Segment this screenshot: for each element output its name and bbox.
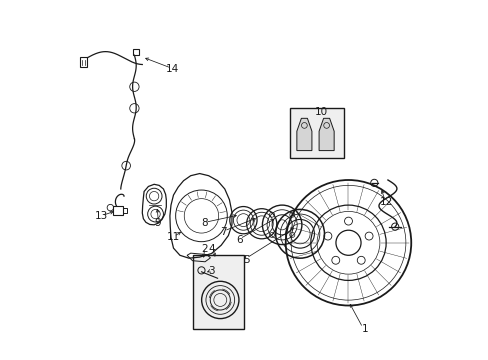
- Bar: [132, 49, 139, 55]
- Bar: [113, 206, 122, 215]
- Bar: [122, 208, 127, 213]
- Text: 5: 5: [243, 255, 249, 265]
- Text: 3: 3: [207, 266, 214, 276]
- Text: 4: 4: [208, 244, 215, 254]
- Bar: [192, 255, 244, 329]
- Text: 9: 9: [154, 218, 161, 228]
- Polygon shape: [319, 118, 333, 150]
- Text: 8: 8: [201, 218, 207, 228]
- Bar: [320, 134, 332, 149]
- Text: 10: 10: [314, 107, 327, 117]
- Polygon shape: [296, 118, 311, 150]
- Text: 13: 13: [95, 211, 108, 221]
- Text: 14: 14: [165, 64, 178, 74]
- Text: 11: 11: [166, 232, 180, 242]
- Text: 6: 6: [235, 235, 242, 245]
- Bar: [290, 108, 344, 158]
- Text: 1: 1: [361, 324, 367, 334]
- Bar: [298, 134, 310, 149]
- Text: 2: 2: [201, 244, 207, 254]
- Bar: [80, 57, 86, 67]
- Text: 12: 12: [379, 197, 392, 207]
- Text: 7: 7: [220, 227, 226, 237]
